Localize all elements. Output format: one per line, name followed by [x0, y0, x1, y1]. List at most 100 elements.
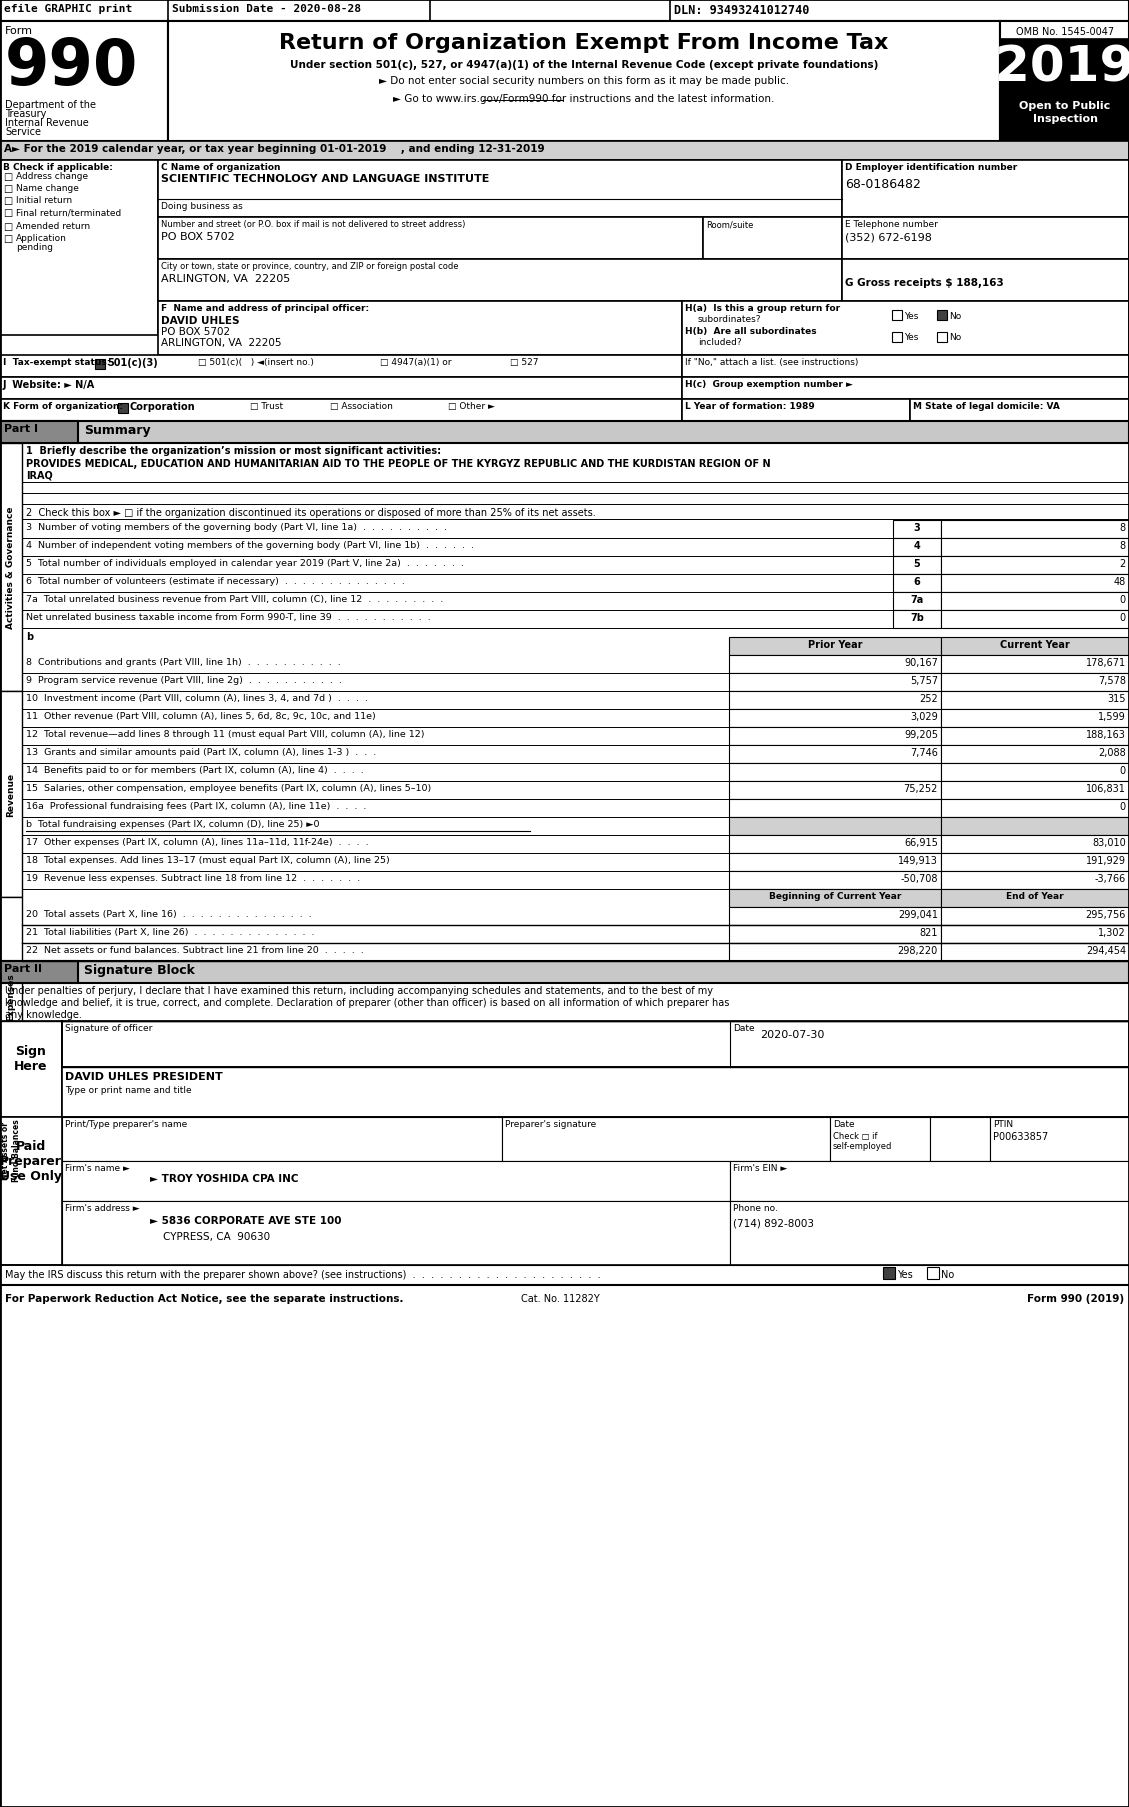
Text: 0: 0 [1120, 802, 1126, 811]
Text: 299,041: 299,041 [898, 909, 938, 920]
Text: 9  Program service revenue (Part VIII, line 2g)  .  .  .  .  .  .  .  .  .  .  .: 9 Program service revenue (Part VIII, li… [26, 676, 342, 685]
Text: ARLINGTON, VA  22205: ARLINGTON, VA 22205 [161, 338, 281, 347]
Text: Signature Block: Signature Block [84, 963, 195, 976]
Bar [729, 764, 940, 782]
Bar [830, 1117, 930, 1162]
Bar [940, 871, 1129, 889]
Bar [62, 1068, 1129, 1117]
Bar [729, 710, 940, 728]
Text: 7a  Total unrelated business revenue from Part VIII, column (C), line 12  .  .  : 7a Total unrelated business revenue from… [26, 595, 444, 604]
Text: subordinates?: subordinates? [698, 314, 761, 323]
Text: Type or print name and title: Type or print name and title [65, 1086, 192, 1095]
Text: Under section 501(c), 527, or 4947(a)(1) of the Internal Revenue Code (except pr: Under section 501(c), 527, or 4947(a)(1)… [290, 60, 878, 70]
Bar [0, 399, 682, 421]
Text: Date: Date [733, 1023, 754, 1032]
Text: OMB No. 1545-0047: OMB No. 1545-0047 [1016, 27, 1114, 36]
Text: 4  Number of independent voting members of the governing body (Part VI, line 1b): 4 Number of independent voting members o… [26, 540, 474, 549]
Text: 13  Grants and similar amounts paid (Part IX, column (A), lines 1-3 )  .  .  .: 13 Grants and similar amounts paid (Part… [26, 748, 376, 757]
Text: 2,088: 2,088 [1099, 748, 1126, 757]
Text: 295,756: 295,756 [1086, 909, 1126, 920]
Bar [893, 557, 940, 575]
Text: DAVID UHLES PRESIDENT: DAVID UHLES PRESIDENT [65, 1072, 222, 1081]
Text: 21  Total liabilities (Part X, line 26)  .  .  .  .  .  .  .  .  .  .  .  .  .  : 21 Total liabilities (Part X, line 26) .… [26, 927, 315, 936]
Bar [729, 835, 940, 853]
Text: 315: 315 [1108, 694, 1126, 703]
Bar [62, 1117, 502, 1162]
Text: J  Website: ► N/A: J Website: ► N/A [3, 379, 95, 390]
Text: Prior Year: Prior Year [807, 640, 863, 651]
Bar [95, 360, 105, 370]
Text: 5  Total number of individuals employed in calendar year 2019 (Part V, line 2a) : 5 Total number of individuals employed i… [26, 558, 464, 567]
Bar [729, 889, 940, 907]
Bar [940, 817, 1129, 835]
Text: 3  Number of voting members of the governing body (Part VI, line 1a)  .  .  .  .: 3 Number of voting members of the govern… [26, 522, 447, 531]
Text: Initial return: Initial return [16, 195, 72, 204]
Text: □ Association: □ Association [330, 401, 393, 410]
Text: 2019: 2019 [996, 43, 1129, 90]
Bar [730, 1202, 1129, 1265]
Text: efile GRAPHIC print: efile GRAPHIC print [5, 4, 132, 14]
Bar [729, 907, 940, 925]
Bar [729, 692, 940, 710]
Text: Name change: Name change [16, 184, 79, 193]
Text: knowledge and belief, it is true, correct, and complete. Declaration of preparer: knowledge and belief, it is true, correc… [5, 997, 729, 1008]
Text: 16a  Professional fundraising fees (Part IX, column (A), line 11e)  .  .  .  .: 16a Professional fundraising fees (Part … [26, 802, 367, 811]
Bar [0, 378, 682, 399]
Bar [842, 161, 1129, 219]
Text: Part I: Part I [5, 425, 38, 434]
Text: Address change: Address change [16, 172, 88, 181]
Bar [940, 575, 1129, 593]
Text: 990: 990 [5, 36, 139, 98]
Text: b  Total fundraising expenses (Part IX, column (D), line 25) ►0: b Total fundraising expenses (Part IX, c… [26, 820, 320, 829]
Text: May the IRS discuss this return with the preparer shown above? (see instructions: May the IRS discuss this return with the… [5, 1269, 601, 1279]
Bar [940, 520, 1129, 538]
Text: 4: 4 [913, 540, 920, 551]
Bar [1000, 96, 1129, 143]
Text: 66,915: 66,915 [904, 837, 938, 847]
Bar [0, 961, 78, 983]
Text: E Telephone number: E Telephone number [844, 220, 938, 229]
Text: ► Go to www.irs.gov/Form990 for instructions and the latest information.: ► Go to www.irs.gov/Form990 for instruct… [393, 94, 774, 105]
Text: 3: 3 [913, 522, 920, 533]
Text: Form 990 (2019): Form 990 (2019) [1027, 1294, 1124, 1303]
Text: 0: 0 [1120, 595, 1126, 605]
Text: 149,913: 149,913 [899, 855, 938, 866]
Text: ► 5836 CORPORATE AVE STE 100: ► 5836 CORPORATE AVE STE 100 [150, 1216, 341, 1225]
Text: Inspection: Inspection [1033, 114, 1097, 125]
Text: No: No [949, 313, 961, 322]
Text: Check □ if
self-employed: Check □ if self-employed [833, 1131, 892, 1151]
Bar [883, 1267, 895, 1279]
Bar [940, 692, 1129, 710]
Bar [729, 799, 940, 817]
Bar [729, 674, 940, 692]
Text: □: □ [3, 222, 12, 231]
Text: 90,167: 90,167 [904, 658, 938, 667]
Bar [893, 593, 940, 611]
Text: DAVID UHLES: DAVID UHLES [161, 316, 239, 325]
Bar [682, 356, 1129, 378]
Bar [0, 421, 78, 445]
Text: L Year of formation: 1989: L Year of formation: 1989 [685, 401, 815, 410]
Text: 7b: 7b [910, 613, 924, 623]
Text: 5: 5 [913, 558, 920, 569]
Bar [0, 356, 682, 378]
Bar [1000, 22, 1129, 143]
Bar [940, 746, 1129, 764]
Bar [940, 593, 1129, 611]
Bar [940, 764, 1129, 782]
Text: □ Trust: □ Trust [250, 401, 283, 410]
Text: Part II: Part II [5, 963, 42, 974]
Text: 2: 2 [1120, 558, 1126, 569]
Text: 8  Contributions and grants (Part VIII, line 1h)  .  .  .  .  .  .  .  .  .  .  : 8 Contributions and grants (Part VIII, l… [26, 658, 341, 667]
Bar [1000, 40, 1129, 96]
Bar [940, 853, 1129, 871]
Text: M State of legal domicile: VA: M State of legal domicile: VA [913, 401, 1060, 410]
Bar [927, 1267, 939, 1279]
Bar [0, 22, 168, 143]
Text: Treasury: Treasury [5, 108, 46, 119]
Bar [940, 611, 1129, 629]
Text: PO BOX 5702: PO BOX 5702 [161, 327, 230, 336]
Text: Amended return: Amended return [16, 222, 90, 231]
Text: 294,454: 294,454 [1086, 945, 1126, 956]
Text: 2020-07-30: 2020-07-30 [760, 1030, 824, 1039]
